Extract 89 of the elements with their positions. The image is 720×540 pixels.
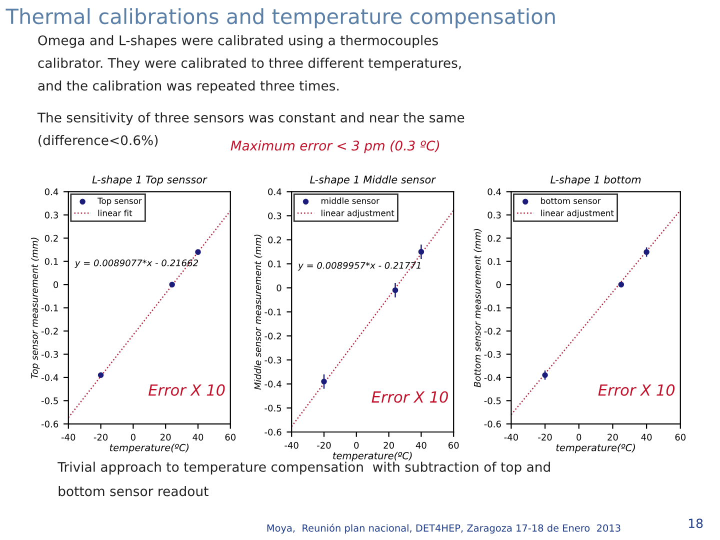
x-axis-title: temperature(ºC): [110, 444, 189, 454]
y-axis-title: Bottom sensor measurement (mm): [474, 228, 482, 388]
x-tick-label: -20: [317, 442, 331, 449]
y-tick-label: -0.2: [484, 328, 501, 335]
y-tick-label: 0: [496, 281, 501, 288]
x-tick-label: 60: [448, 442, 459, 449]
point: [321, 378, 327, 384]
y-tick-label: 0.4: [488, 188, 501, 196]
point: [169, 282, 175, 288]
x-tick-label: -40: [284, 442, 298, 449]
text: calibrator. They were calibrated to three different temperatures,: [38, 58, 461, 71]
x-tick-label: 40: [416, 442, 426, 449]
y-tick-label: 0.1: [488, 258, 501, 265]
text: (difference<0.6%): [38, 135, 158, 147]
point: [98, 372, 104, 378]
y-tick-label: -0.5: [42, 397, 58, 404]
y-tick-label: 0.3: [268, 212, 282, 220]
text: Trivial approach to temperature compensation with subtraction of top and: [58, 462, 550, 474]
annotation: Error X 10: [598, 384, 675, 396]
legend-label: linear adjustment: [541, 210, 614, 218]
x-axis-title: temperature(ºC): [333, 452, 412, 462]
x-tick-label: 20: [384, 442, 394, 449]
y-tick-label: 0: [54, 281, 58, 288]
y-tick-label: -0.6: [484, 420, 501, 428]
y-axis-title: Middle sensor measurement (mm): [254, 234, 262, 390]
annotation: y = 0.0089957*x - 0.21771: [298, 262, 420, 271]
x-tick-label: -20: [94, 434, 108, 441]
y-tick-label: -0.1: [484, 304, 501, 312]
point: [418, 248, 424, 255]
y-tick-label: -0.3: [484, 350, 501, 358]
y-tick-label: 0.2: [488, 234, 501, 242]
legend-label: middle sensor: [322, 198, 380, 204]
y-tick-label: -0.2: [42, 328, 58, 335]
x-tick-label: 20: [608, 434, 618, 441]
y-tick-label: -0.6: [42, 420, 58, 428]
x-tick-label: 60: [675, 434, 686, 441]
point: [618, 282, 624, 288]
legend-label: bottom sensor: [541, 198, 601, 204]
x-tick-label: 60: [225, 434, 236, 441]
y-tick-label: 0.3: [44, 212, 58, 218]
x-tick-label: 40: [192, 434, 204, 441]
y-tick-label: -0.2: [264, 332, 281, 340]
x-tick-label: 20: [160, 434, 171, 441]
text: Moya, Reunión plan nacional, DET4HEP, Zaragoza 17-18 de Enero 2013: [267, 524, 620, 534]
x-tick-label: 0: [576, 434, 582, 441]
legend-label: Top sensor: [98, 198, 142, 206]
y-axis-title: Top sensor measurement (mm): [30, 238, 40, 378]
legend-label: linear fit: [98, 210, 132, 216]
text: Omega and L-shapes were calibrated using a thermocouples: [38, 35, 438, 48]
x-tick-label: -20: [538, 434, 552, 441]
y-tick-label: 0.1: [44, 258, 58, 265]
x-tick-label: 40: [641, 434, 652, 441]
y-tick-label: 0.2: [44, 234, 58, 242]
text: and the calibration was repeated three times.: [38, 80, 339, 94]
y-tick-label: 0.1: [268, 260, 282, 268]
text: Thermal calibrations and temperature compensation: [6, 8, 555, 28]
y-tick-label: 0: [276, 284, 282, 292]
y-tick-label: -0.1: [42, 304, 58, 312]
y-tick-label: 0.4: [44, 188, 58, 196]
text: bottom sensor readout: [58, 486, 208, 496]
legend-label: linear adjustment: [322, 210, 394, 218]
y-tick-label: -0.5: [484, 397, 501, 404]
annotation: Error X 10: [148, 384, 225, 396]
y-tick-label: -0.1: [264, 308, 282, 316]
text: 18: [688, 518, 703, 528]
text: Maximum error < 3 pm (0.3 ºC): [230, 140, 440, 154]
x-tick-label: -40: [61, 434, 76, 441]
chart-title: L-shape 1 Top senssor: [92, 175, 208, 186]
annotation: y = 0.0089077*x - 0.21662: [74, 259, 198, 268]
y-tick-label: -0.6: [264, 428, 282, 436]
y-tick-label: -0.5: [264, 404, 282, 412]
annotation: Error X 10: [372, 391, 448, 403]
chart-title: L-shape 1 bottom: [550, 175, 641, 186]
y-tick-label: -0.4: [484, 374, 501, 382]
point: [195, 249, 201, 255]
point: [392, 287, 398, 294]
chart-title: L-shape 1 Middle sensor: [310, 175, 436, 186]
y-tick-label: -0.4: [264, 380, 282, 388]
x-tick-label: 0: [130, 434, 136, 441]
y-tick-label: 0.3: [488, 212, 501, 218]
y-tick-label: 0.2: [268, 236, 281, 244]
y-tick-label: -0.3: [42, 350, 58, 358]
y-tick-label: -0.3: [264, 356, 282, 364]
x-tick-label: 0: [354, 442, 359, 449]
y-tick-label: 0.4: [268, 188, 282, 196]
text: The sensitivity of three sensors was constant and near the same: [37, 112, 464, 126]
x-axis-title: temperature(ºC): [556, 444, 635, 454]
x-tick-label: -40: [504, 434, 518, 441]
y-tick-label: -0.4: [42, 374, 58, 382]
